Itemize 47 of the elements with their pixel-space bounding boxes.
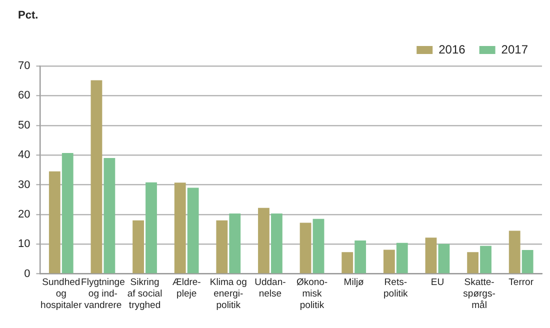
bar [508,230,520,274]
y-tick-label: 10 [18,238,30,250]
x-tick-label: EU [430,277,444,288]
x-tick-label: Sundhed og hospitaler [40,277,82,311]
bar [258,208,270,274]
bar [104,158,116,274]
bar [354,240,366,274]
bar [300,222,312,274]
y-tick-label: 60 [18,90,30,102]
y-axis-title: Pct. [18,10,38,22]
bar [187,188,199,274]
x-tick-label: Økono- misk politik [296,277,328,311]
x-tick-label: Rets- politik [384,277,408,300]
bar [480,246,492,274]
bar [146,182,157,274]
y-tick-label: 50 [18,119,30,132]
bar [48,171,60,274]
bar [425,238,437,274]
bar [270,214,282,274]
x-tick-label: Miljø [344,277,364,288]
bar [174,182,186,274]
bar [62,152,74,274]
x-tick-label: Flygtninge og ind- vandrere [81,277,125,311]
y-tick-label: 70 [18,60,30,72]
y-tick-label: 0 [24,268,30,280]
x-tick-label: Terror [508,277,534,288]
bar [383,250,395,274]
legend-label: 2017 [501,42,528,56]
x-tick-label: Ældre- pleje [172,277,201,300]
y-tick-label: 40 [18,149,30,162]
bar [229,214,241,274]
x-tick-label: Uddan- nelse [254,277,286,300]
y-tick-label: 30 [18,178,30,191]
legend-label: 2016 [438,42,466,56]
bar [522,250,534,274]
bar [132,220,144,274]
x-tick-label: Sikring af social tryghed [127,277,162,311]
bar [467,252,478,274]
bar [216,220,228,274]
bar [342,252,354,274]
x-tick-label: Skatte- spørgs- mål [463,277,496,311]
bar [438,244,450,274]
x-tick-label: Klima og energi- politik [210,277,247,311]
bar [312,218,324,274]
bar [90,80,102,274]
bar [396,242,408,274]
y-tick-label: 20 [18,208,30,220]
